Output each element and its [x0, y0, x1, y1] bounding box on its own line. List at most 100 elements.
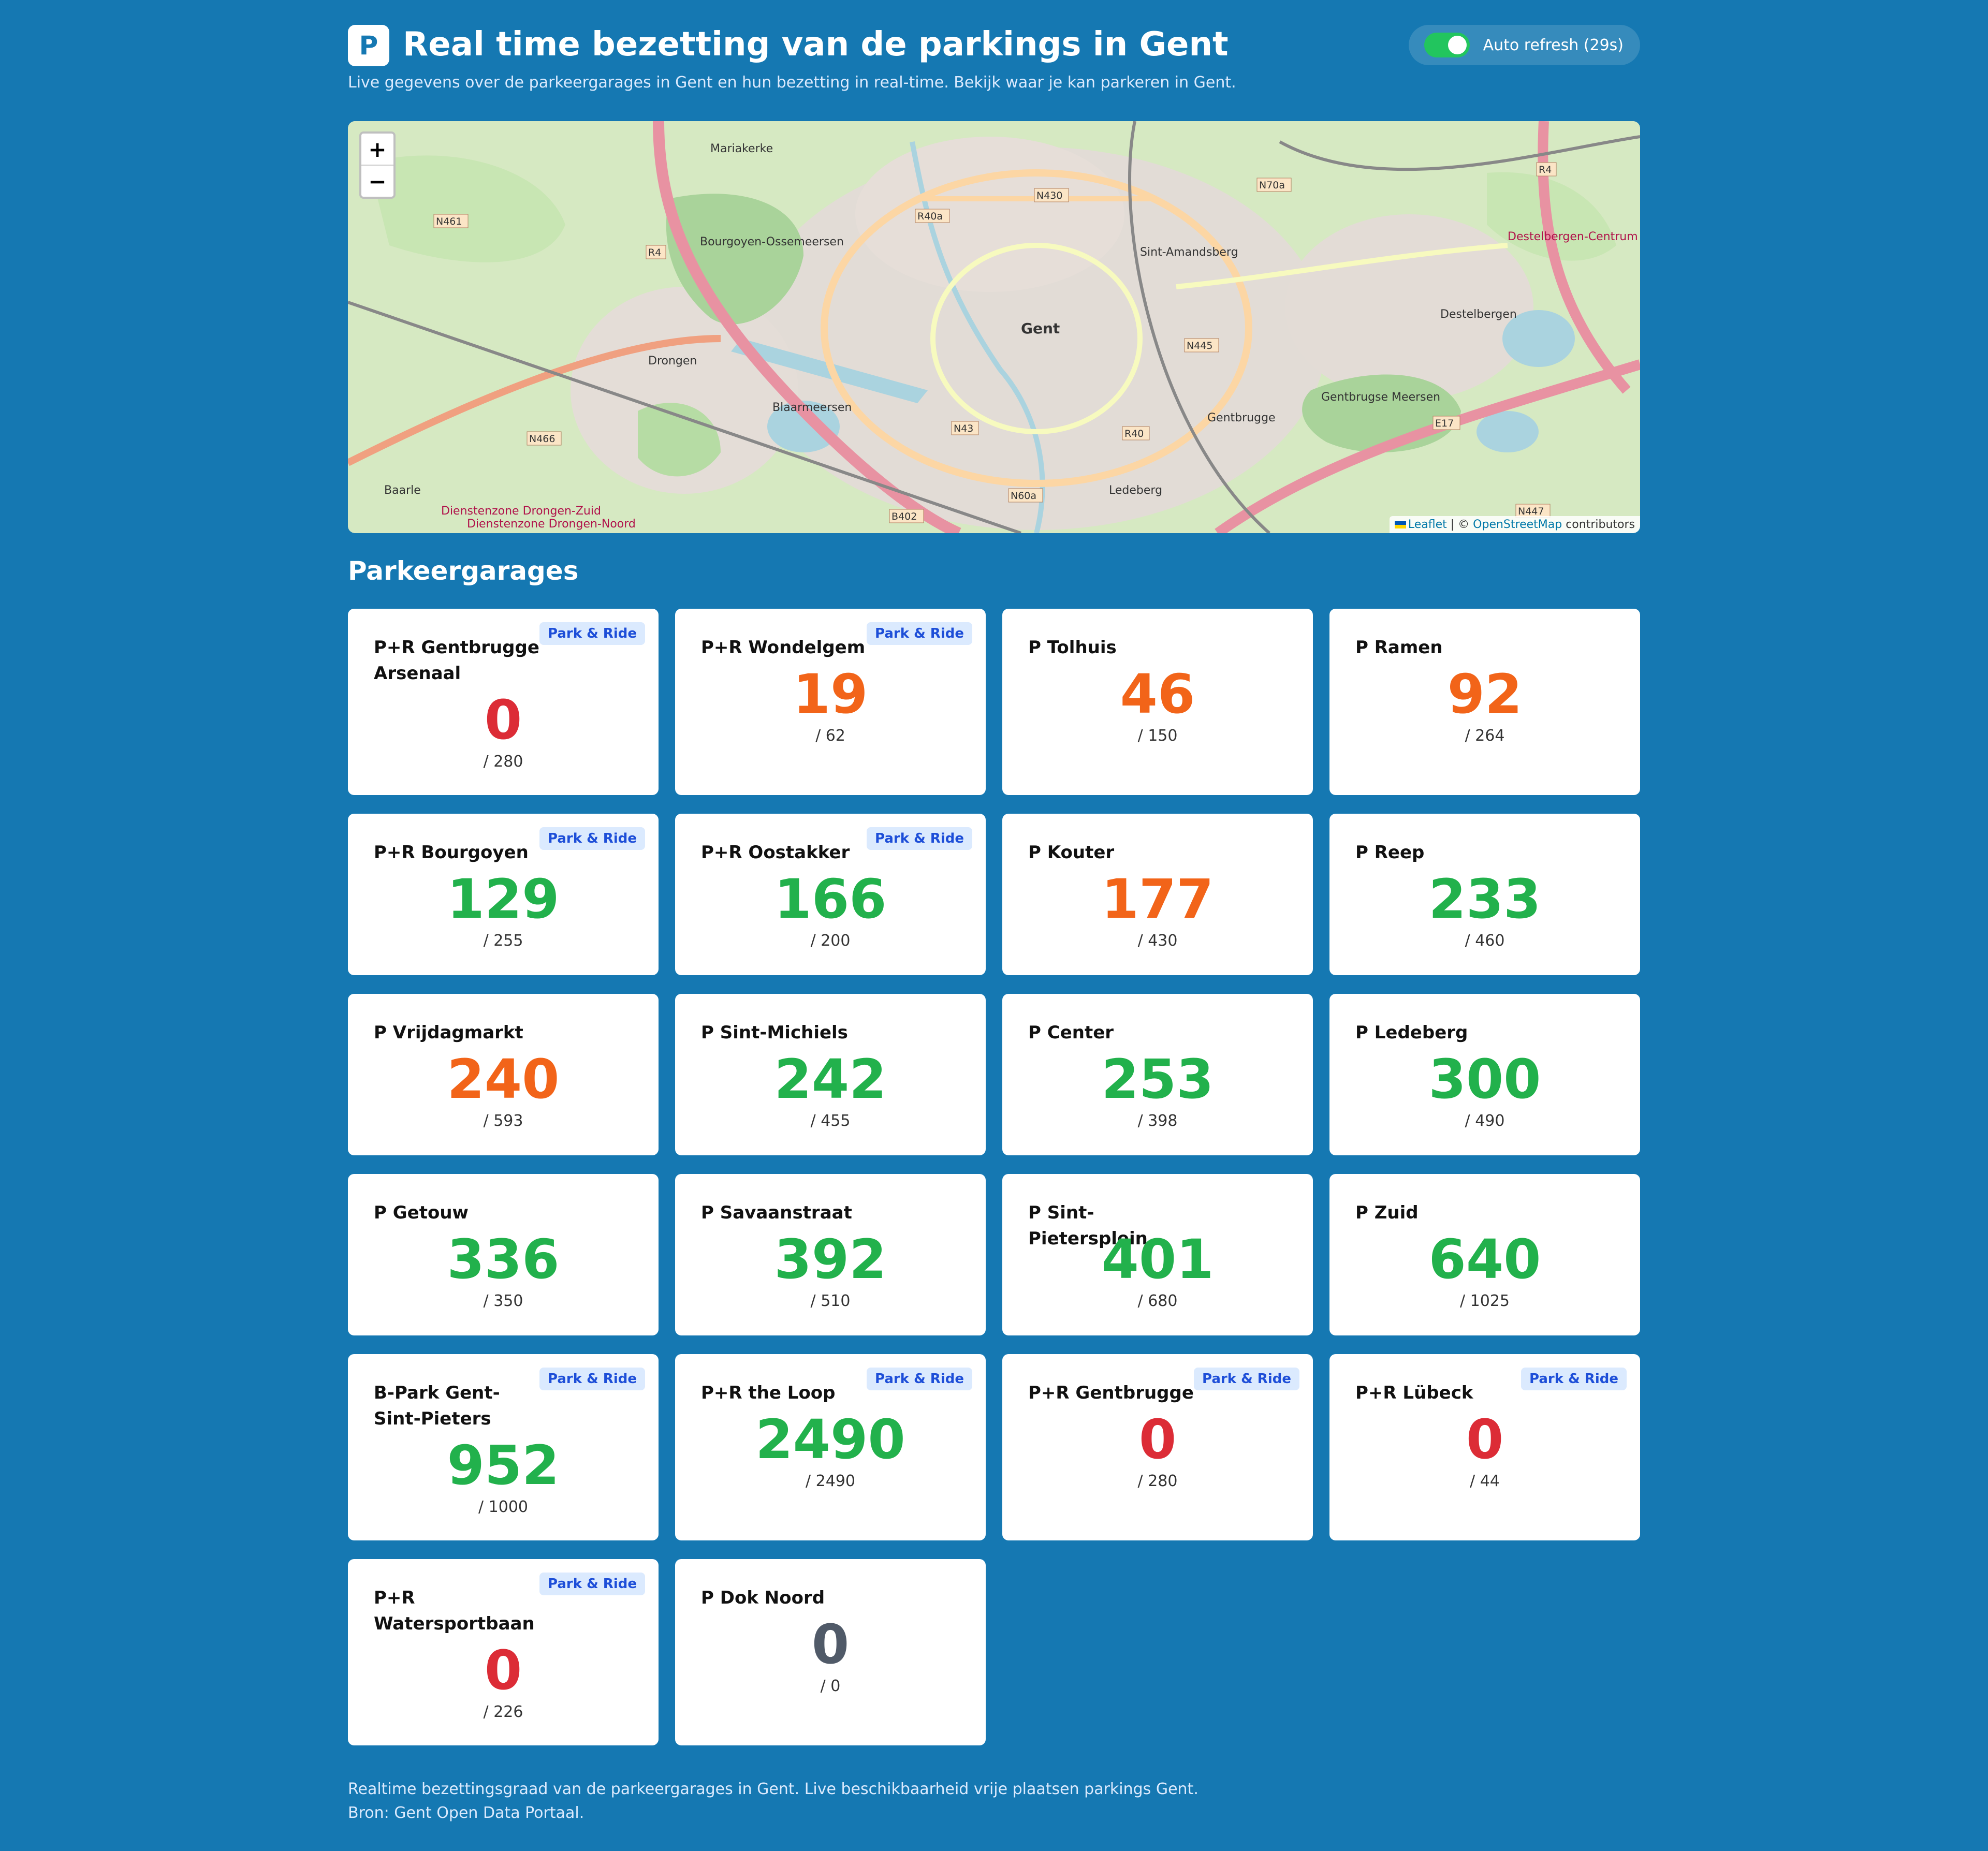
auto-refresh-toggle[interactable]: Auto refresh (29s)	[1408, 25, 1640, 65]
road-label: N60a	[1011, 490, 1036, 502]
free-spaces-count: 336	[447, 1228, 560, 1291]
attribution-suffix: contributors	[1562, 518, 1635, 531]
total-capacity: / 62	[815, 727, 845, 745]
free-spaces-count: 46	[1120, 663, 1195, 726]
road-label: R40	[1124, 428, 1144, 439]
road-label: N430	[1036, 190, 1062, 201]
free-spaces-count: 166	[774, 868, 887, 931]
road-shield	[433, 214, 469, 228]
parking-card[interactable]: P Ledeberg 300/ 490	[1329, 994, 1640, 1155]
parking-name: P Vrijdagmarkt	[374, 1022, 523, 1043]
parking-card[interactable]: P+R Gentbrugge Arsenaal Park & Ride 0/ 280	[348, 609, 659, 795]
parking-name: P Kouter	[1028, 842, 1115, 863]
free-spaces-count: 640	[1428, 1228, 1541, 1291]
free-spaces-count: 952	[447, 1434, 560, 1497]
section-title: Parkeergarages	[348, 556, 579, 586]
road-shield	[951, 421, 979, 435]
auto-refresh-label: Auto refresh (29s)	[1483, 36, 1624, 54]
total-capacity: / 280	[483, 753, 523, 771]
total-capacity: / 226	[483, 1703, 523, 1721]
leaflet-link[interactable]: Leaflet	[1408, 518, 1447, 531]
free-spaces-count: 92	[1447, 663, 1523, 726]
park-and-ride-badge: Park & Ride	[539, 827, 645, 850]
total-capacity: / 200	[810, 932, 851, 950]
parking-card[interactable]: P+R Bourgoyen Park & Ride 129/ 255	[348, 814, 659, 975]
map-place-label: Blaarmeersen	[772, 401, 852, 414]
road-label: E17	[1435, 418, 1454, 429]
parking-name: P+R Bourgoyen	[374, 842, 529, 863]
parking-card[interactable]: P Tolhuis 46/ 150	[1002, 609, 1313, 795]
park-and-ride-badge: Park & Ride	[539, 1368, 645, 1390]
parking-name: P Sint-Michiels	[701, 1022, 848, 1043]
total-capacity: / 398	[1137, 1112, 1178, 1130]
road-shield	[1184, 338, 1219, 352]
total-capacity: / 430	[1137, 932, 1178, 950]
parking-card[interactable]: P Sint-Michiels 242/ 455	[675, 994, 986, 1155]
park-and-ride-badge: Park & Ride	[867, 827, 972, 850]
parking-card[interactable]: P Center 253/ 398	[1002, 994, 1313, 1155]
free-spaces-count: 0	[1138, 1408, 1177, 1471]
free-spaces-count: 0	[484, 688, 522, 752]
free-spaces-count: 300	[1428, 1048, 1541, 1111]
toggle-switch[interactable]	[1424, 33, 1470, 57]
total-capacity: / 44	[1470, 1472, 1500, 1490]
map-tiles[interactable]: Mariakerke Bourgoyen-Ossemeersen Drongen Bl…	[348, 121, 1640, 533]
parking-card[interactable]: P+R the Loop Park & Ride 2490/ 2490	[675, 1354, 986, 1540]
map-place-label: Dienstenzone Drongen-Zuid	[441, 505, 601, 518]
parking-card[interactable]: P Getouw 336/ 350	[348, 1174, 659, 1335]
parking-card[interactable]: P Dok Noord 0/ 0	[675, 1559, 986, 1745]
parking-card[interactable]: P Kouter 177/ 430	[1002, 814, 1313, 975]
map-place-label: Dienstenzone Drongen-Noord	[467, 518, 636, 531]
free-spaces-count: 0	[811, 1613, 850, 1676]
parking-card[interactable]: P Savaanstraat 392/ 510	[675, 1174, 986, 1335]
parking-card[interactable]: P+R Wondelgem Park & Ride 19/ 62	[675, 609, 986, 795]
parking-card[interactable]: B-Park Gent-Sint-Pieters Park & Ride 952/ …	[348, 1354, 659, 1540]
parking-name: P Ledeberg	[1355, 1022, 1468, 1043]
total-capacity: / 264	[1465, 727, 1505, 745]
parking-card[interactable]: P Zuid 640/ 1025	[1329, 1174, 1640, 1335]
park-and-ride-badge: Park & Ride	[539, 1573, 645, 1595]
openstreetmap-link[interactable]: OpenStreetMap	[1473, 518, 1562, 531]
parking-card[interactable]: P Ramen 92/ 264	[1329, 609, 1640, 795]
total-capacity: / 350	[483, 1292, 523, 1310]
road-label: N70a	[1259, 180, 1285, 191]
road-label: R40a	[917, 211, 943, 222]
total-capacity: / 510	[810, 1292, 851, 1310]
zoom-in-button[interactable]: +	[368, 136, 387, 162]
parking-card[interactable]: P+R Gentbrugge Park & Ride 0/ 280	[1002, 1354, 1313, 1540]
parking-name: P Tolhuis	[1028, 637, 1117, 658]
parking-name: P+R Gentbrugge	[1028, 1383, 1194, 1403]
map-attribution: Leaflet | © OpenStreetMap contributors	[1389, 516, 1640, 533]
free-spaces-count: 240	[447, 1048, 560, 1111]
free-spaces-count: 0	[1466, 1408, 1504, 1471]
parking-card[interactable]: P Vrijdagmarkt 240/ 593	[348, 994, 659, 1155]
total-capacity: / 2490	[806, 1472, 855, 1490]
park-and-ride-badge: Park & Ride	[1521, 1368, 1627, 1390]
road-shield	[1008, 488, 1043, 503]
parking-name: P+R Lübeck	[1355, 1383, 1473, 1403]
parking-name: P+R Gentbrugge Arsenaal	[374, 637, 539, 684]
total-capacity: / 455	[810, 1112, 851, 1130]
parking-card[interactable]: P Sint-Pietersplein 401/ 680	[1002, 1174, 1313, 1335]
zoom-out-button[interactable]: −	[361, 165, 393, 197]
map-place-label: Destelbergen-Centrum	[1508, 230, 1638, 243]
parking-map[interactable]: Mariakerke Bourgoyen-Ossemeersen Drongen Bl…	[348, 121, 1640, 533]
free-spaces-count: 242	[774, 1048, 887, 1111]
road-shield	[915, 209, 950, 223]
road-label: N445	[1187, 340, 1212, 351]
parking-card[interactable]: P+R Lübeck Park & Ride 0/ 44	[1329, 1354, 1640, 1540]
parking-card[interactable]: P+R Oostakker Park & Ride 166/ 200	[675, 814, 986, 975]
page-container: P Real time bezetting van de parkings in…	[348, 0, 1640, 1822]
park-and-ride-badge: Park & Ride	[539, 622, 645, 645]
parking-card[interactable]: P Reep 233/ 460	[1329, 814, 1640, 975]
footer-source: Bron: Gent Open Data Portaal.	[348, 1804, 584, 1822]
attribution-separator: | ©	[1446, 518, 1473, 531]
map-place-label: Destelbergen	[1440, 308, 1517, 321]
parking-name: P Zuid	[1355, 1202, 1419, 1223]
parking-card[interactable]: P+R Watersportbaan Park & Ride 0/ 226	[348, 1559, 659, 1745]
free-spaces-count: 392	[774, 1228, 887, 1291]
parking-name: P Sint-Pietersplein	[1028, 1202, 1148, 1249]
free-spaces-count: 19	[793, 663, 868, 726]
road-label: R4	[648, 247, 661, 258]
map-place-label: Baarle	[384, 484, 421, 497]
